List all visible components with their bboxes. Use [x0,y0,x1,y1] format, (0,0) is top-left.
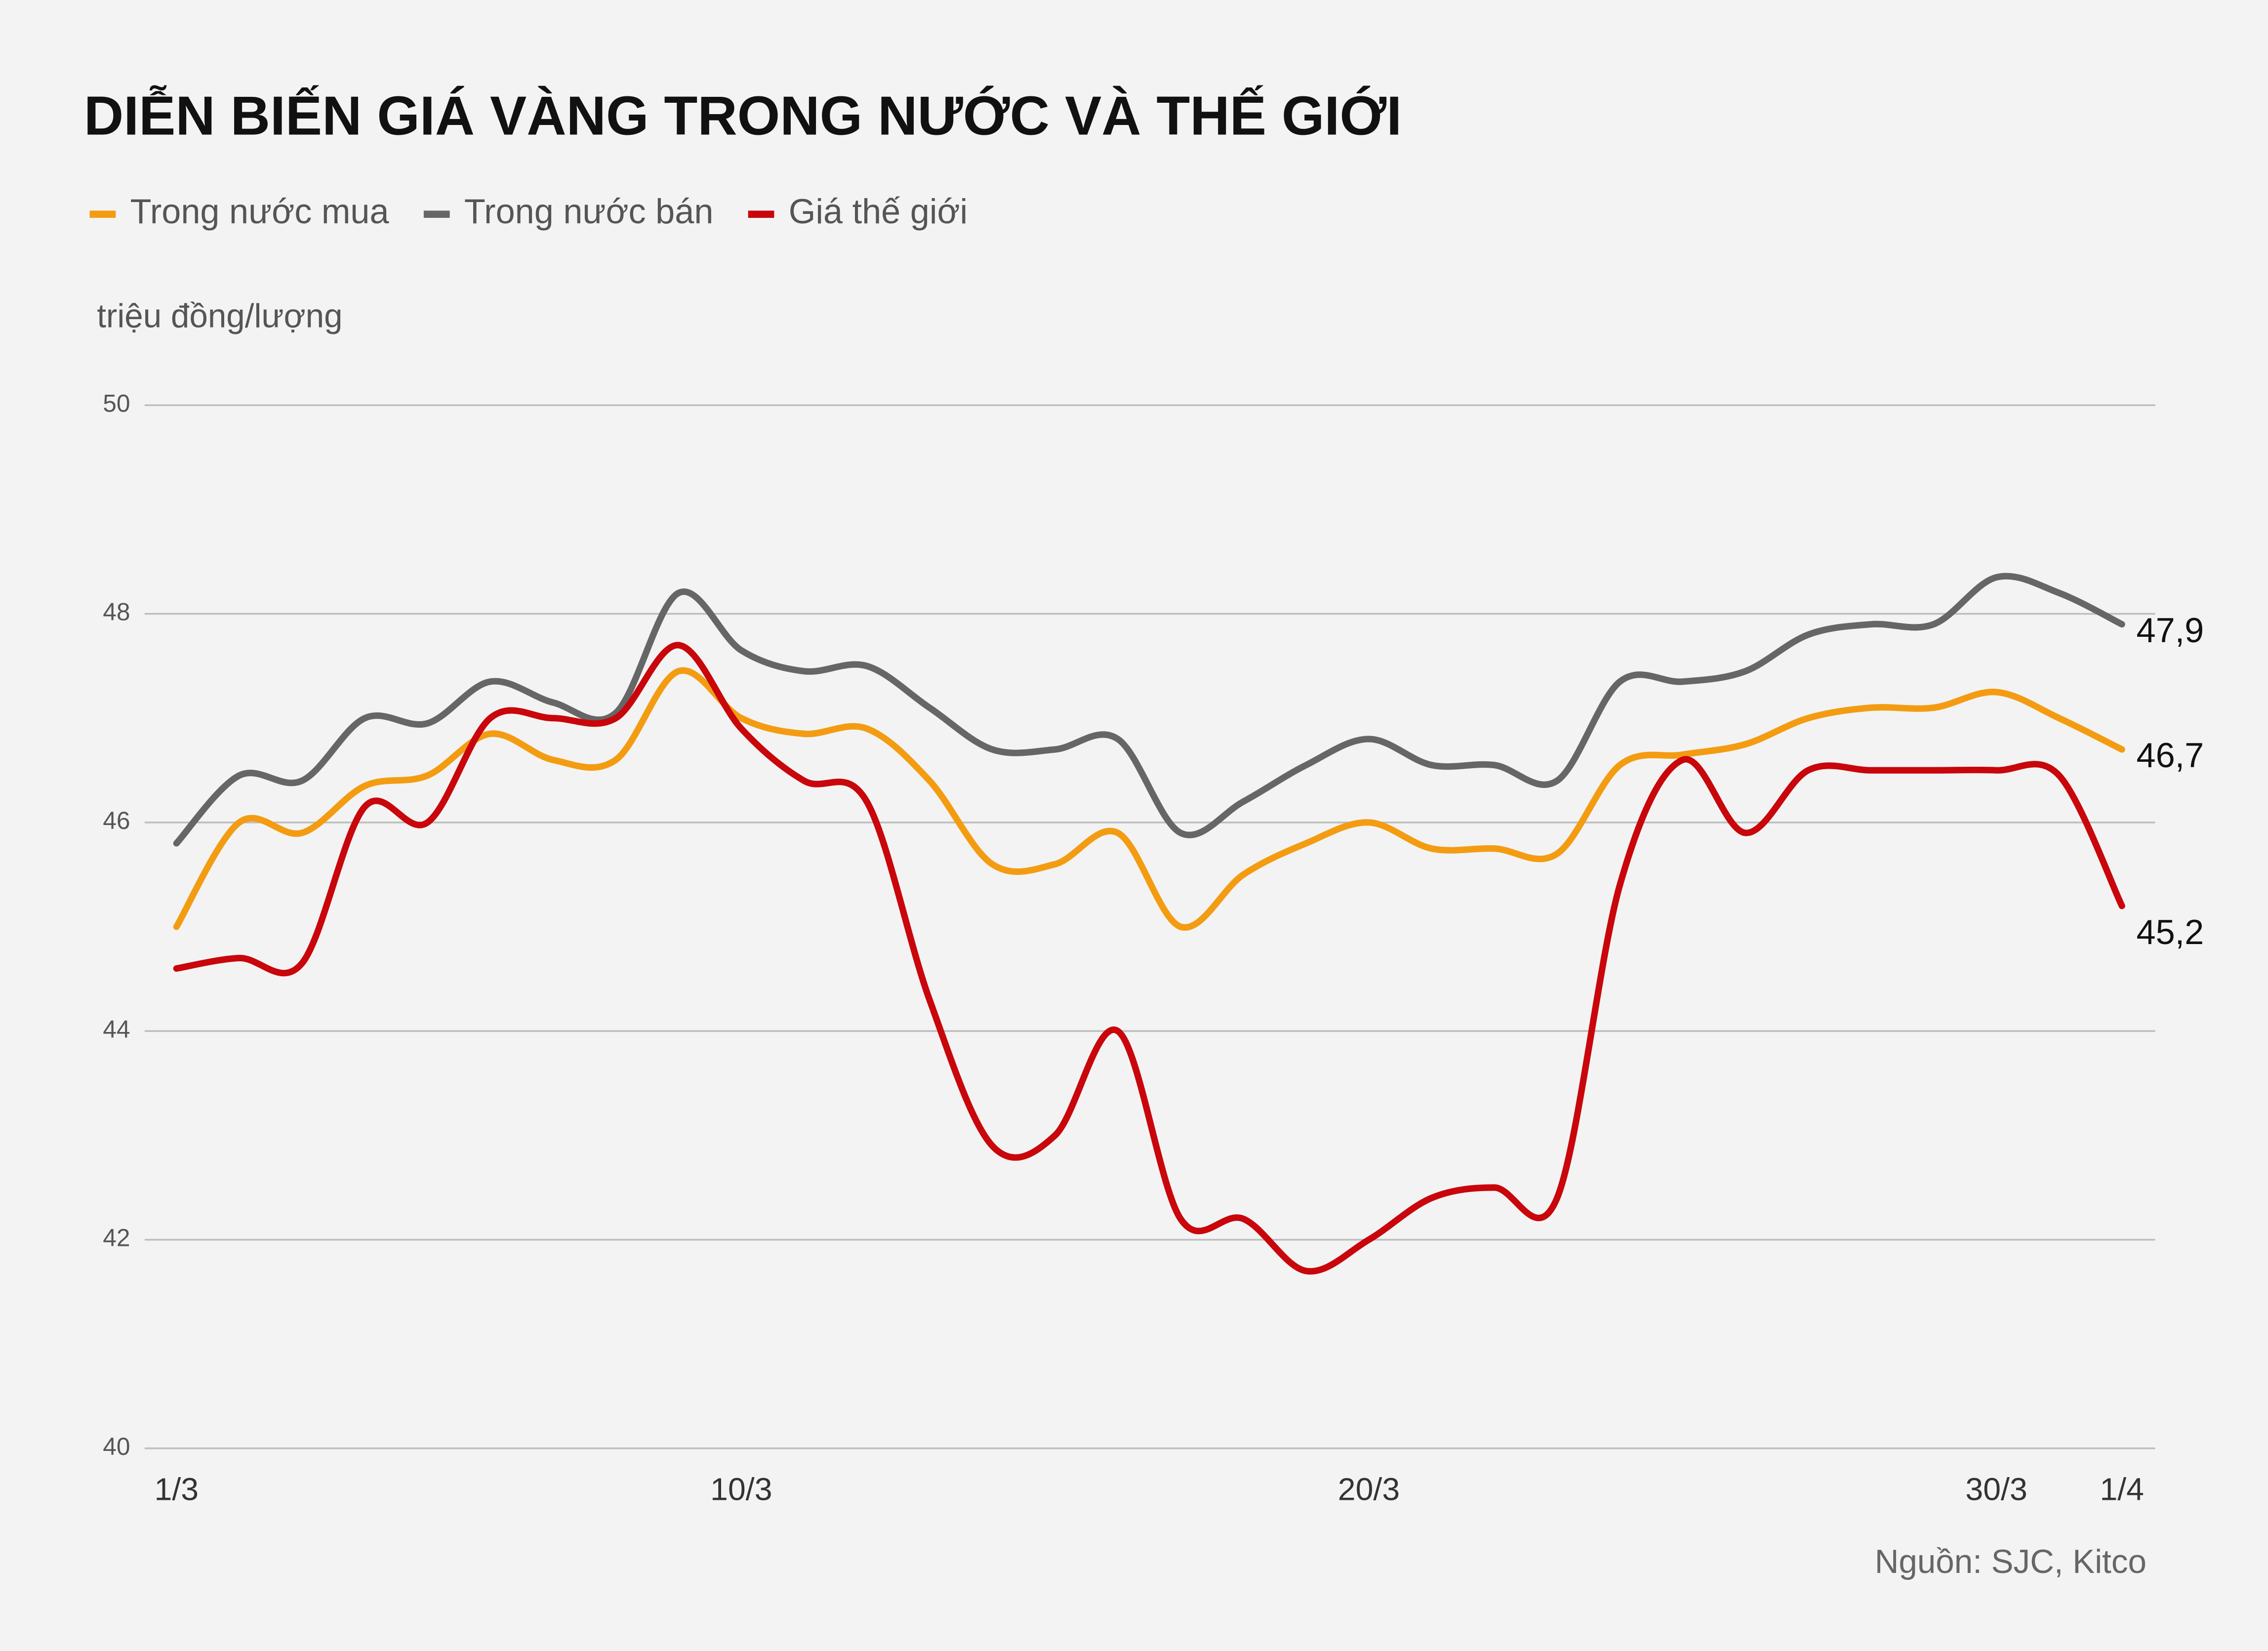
y-tick-label: 40 [103,1433,130,1460]
y-tick-label: 46 [103,807,130,834]
y-axis-label: triệu đồng/lượng [97,297,342,334]
chart-title: DIỄN BIẾN GIÁ VÀNG TRONG NƯỚC VÀ THẾ GIỚ… [84,85,1402,147]
value-label: 45,2 [2137,912,2204,951]
value-label: 46,7 [2137,736,2204,775]
x-tick-label: 1/4 [2100,1472,2144,1507]
x-tick-label: 10/3 [710,1472,772,1507]
legend-label: Trong nước bán [464,192,714,231]
series-line [173,667,2125,931]
y-tick-label: 48 [103,598,130,626]
series-line [173,573,2125,847]
legend-label: Trong nước mua [130,192,390,231]
x-tick-label: 1/3 [155,1472,199,1507]
legend-label: Giá thế giới [789,192,968,231]
source-note: Nguồn: SJC, Kitco [1875,1543,2146,1580]
y-tick-label: 50 [103,389,130,417]
x-tick-label: 30/3 [1965,1472,2027,1507]
x-tick-label: 20/3 [1338,1472,1400,1507]
y-tick-label: 42 [103,1224,130,1252]
series-line [173,642,2125,1275]
y-tick-label: 44 [103,1015,130,1043]
value-label: 47,9 [2137,611,2204,650]
